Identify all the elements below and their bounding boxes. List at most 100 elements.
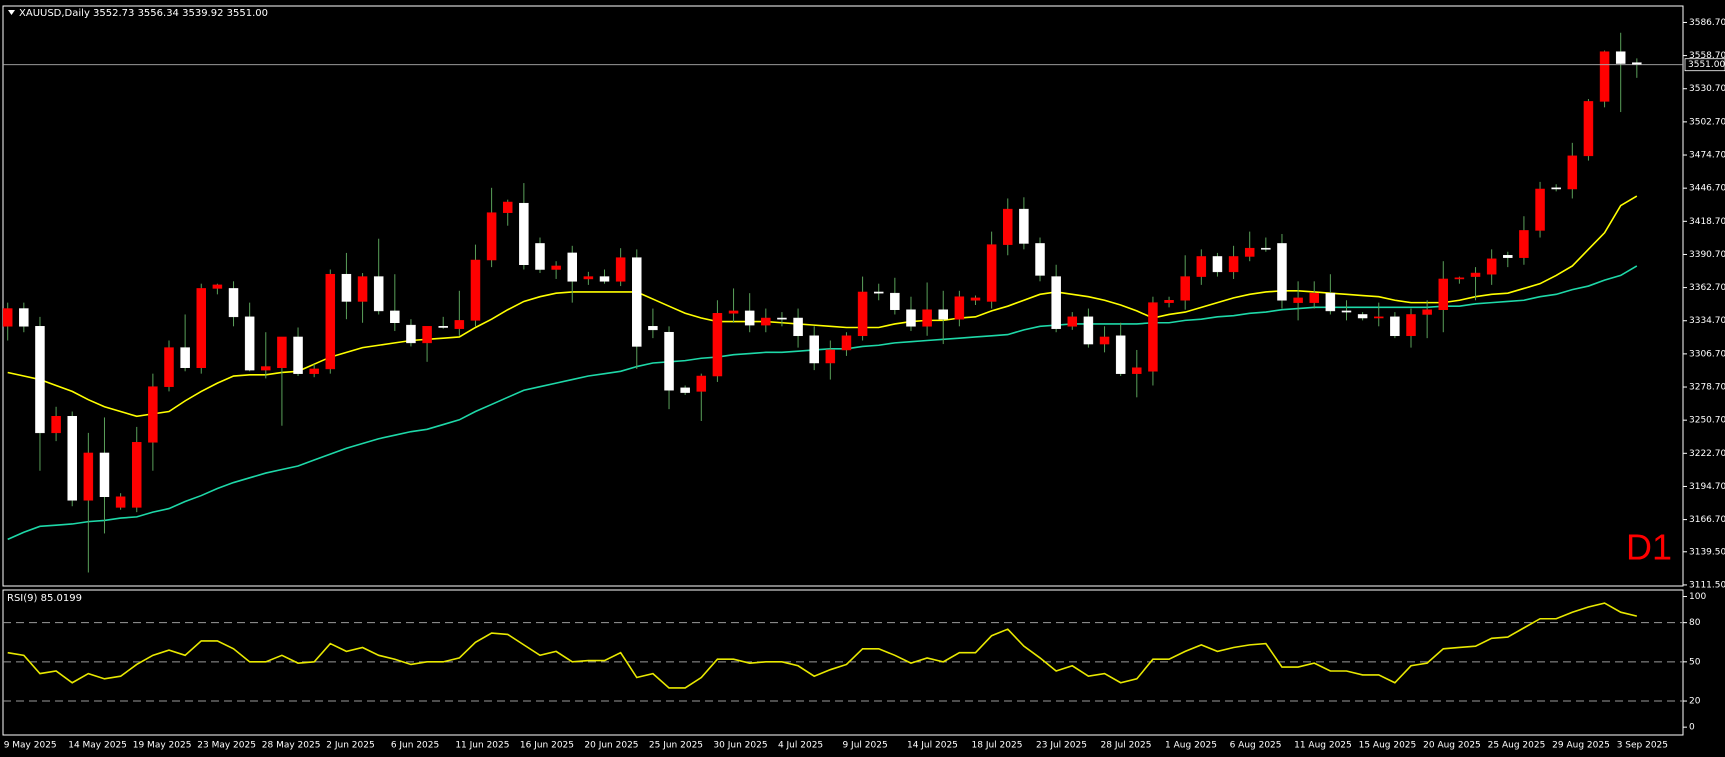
candle-body: [422, 326, 432, 344]
y-tick-label: 3586.70: [1689, 18, 1725, 28]
candle-body: [470, 259, 481, 321]
x-tick-label: 14 May 2025: [68, 741, 127, 751]
candle-body: [148, 386, 158, 443]
candle-body: [196, 288, 207, 368]
y-tick-label: 3139.50: [1689, 547, 1725, 557]
candle-body: [712, 313, 723, 377]
candle-body: [164, 347, 174, 387]
x-tick-label: 14 Jul 2025: [907, 741, 958, 751]
candle-body: [793, 317, 803, 337]
candle-body: [777, 317, 787, 320]
candle-body: [1390, 316, 1400, 337]
candle-body: [1454, 277, 1465, 280]
last-price-box: [1684, 58, 1725, 72]
candle-body: [99, 452, 110, 498]
candle-body: [809, 335, 819, 364]
y-tick-label: 3474.70: [1689, 151, 1725, 161]
candle-body: [1067, 316, 1078, 327]
x-tick-label: 25 Aug 2025: [1488, 741, 1546, 751]
candle-body: [1615, 51, 1626, 64]
candle-body: [341, 273, 352, 302]
candle-body: [906, 309, 916, 327]
candle-body: [938, 309, 948, 320]
rsi-title: RSI(9) 85.0199: [7, 593, 82, 604]
candle-body: [519, 202, 529, 266]
moving-average: [7, 195, 1638, 418]
y-tick-label: 3502.70: [1689, 117, 1725, 127]
x-tick-label: 23 Jul 2025: [1036, 741, 1087, 751]
candle-body: [83, 452, 94, 501]
candle-body: [1148, 302, 1158, 372]
y-tick-label: 3166.70: [1689, 515, 1725, 525]
candle-body: [680, 387, 690, 393]
candle-body: [1196, 256, 1207, 277]
candle-body: [373, 276, 384, 312]
candle-body: [1551, 187, 1561, 190]
candle-body: [502, 201, 513, 213]
candle-body: [1293, 297, 1303, 303]
x-tick-label: 1 Aug 2025: [1165, 741, 1217, 751]
candle-body: [728, 310, 739, 314]
candle-body: [1309, 292, 1319, 303]
y-tick-label: 3334.70: [1689, 316, 1725, 326]
main-frame: [2, 5, 1684, 587]
candle-body: [583, 276, 594, 280]
candle-body: [986, 244, 997, 302]
candle-body: [261, 366, 271, 371]
candle-body: [2, 308, 13, 327]
y-tick-label: 3278.70: [1689, 383, 1725, 393]
candle-body: [1051, 276, 1061, 329]
candle-body: [357, 276, 368, 302]
candle-body: [325, 273, 336, 370]
candle-body: [1019, 208, 1029, 244]
y-tick-label: 3194.70: [1689, 482, 1725, 492]
y-tick-label: 3558.70: [1689, 51, 1725, 61]
candle-body: [744, 310, 755, 326]
candle-body: [535, 243, 545, 270]
candle-body: [615, 257, 626, 282]
candle-body: [1341, 310, 1352, 313]
x-tick-label: 29 Aug 2025: [1552, 741, 1610, 751]
x-tick-label: 16 Jun 2025: [520, 741, 574, 751]
y-tick-label: 50: [1689, 657, 1701, 667]
y-tick-label: 3111.50: [1689, 580, 1725, 590]
x-tick-label: 25 Jun 2025: [649, 741, 703, 751]
candle-body: [19, 308, 29, 327]
candle-body: [1132, 367, 1142, 374]
candle-body: [1003, 208, 1013, 245]
x-tick-label: 20 Aug 2025: [1423, 741, 1481, 751]
candle-body: [1422, 309, 1432, 315]
candle-body: [1099, 336, 1110, 345]
x-tick-label: 9 May 2025: [4, 741, 57, 751]
candle-body: [390, 310, 400, 324]
x-tick-label: 4 Jul 2025: [778, 741, 823, 751]
x-tick-label: 11 Jun 2025: [455, 741, 509, 751]
candle-body: [954, 296, 965, 320]
candle-body: [1244, 247, 1255, 257]
candle-body: [1035, 243, 1045, 276]
y-tick-label: 3446.70: [1689, 184, 1725, 194]
candle-body: [1374, 316, 1384, 319]
x-tick-label: 30 Jun 2025: [713, 741, 767, 751]
candle-body: [51, 416, 61, 434]
y-tick-label: 100: [1689, 592, 1706, 602]
candle-body: [438, 326, 448, 328]
candle-body: [1486, 258, 1497, 275]
moving-average: [7, 265, 1638, 541]
candle-body: [664, 331, 674, 391]
y-tick-label: 3530.70: [1689, 84, 1725, 94]
candle-body: [1164, 300, 1174, 303]
y-tick-label: 0: [1689, 723, 1695, 733]
candle-body: [857, 291, 868, 337]
y-tick-label: 3418.70: [1689, 217, 1725, 227]
candle-body: [486, 212, 497, 261]
menu-triangle: [8, 10, 15, 15]
candle-body: [1535, 188, 1545, 231]
candle-body: [1325, 292, 1336, 312]
candle-body: [1599, 51, 1610, 102]
x-tick-label: 6 Aug 2025: [1230, 741, 1282, 751]
y-tick-label: 80: [1689, 618, 1701, 628]
x-tick-label: 20 Jun 2025: [584, 741, 638, 751]
